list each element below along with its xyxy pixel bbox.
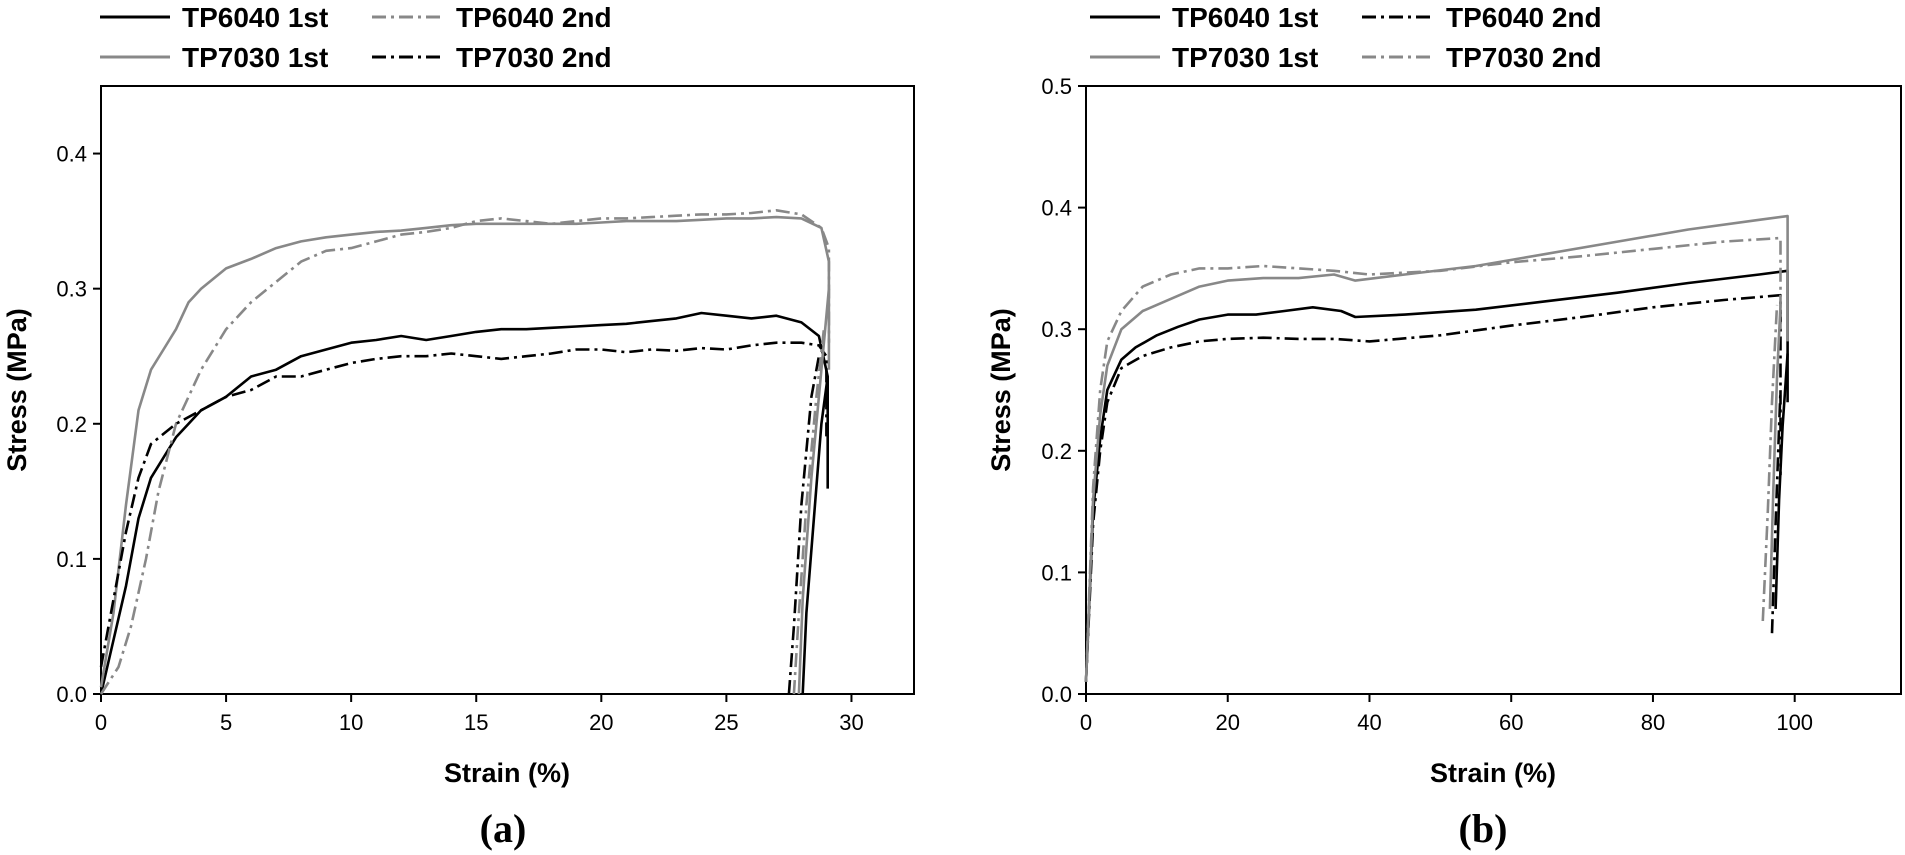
y-tick-label-a-2: 0.2 (56, 412, 87, 437)
legend-a: TP6040 1st TP6040 2nd TP7030 1st TP7030 … (100, 2, 612, 73)
series-group-b (1084, 214, 1789, 682)
x-axis-title-a: Strain (%) (444, 758, 570, 788)
x-tick-label-b-4: 80 (1641, 710, 1665, 735)
chart-a: TP6040 1st TP6040 2nd TP7030 1st TP7030 … (2, 2, 915, 851)
legend-b-label-tp6040-1st: TP6040 1st (1172, 2, 1318, 33)
y-tick-label-b-4: 0.4 (1041, 196, 1072, 221)
panel-label-a: (a) (480, 806, 527, 851)
x-tick-label-a-4: 20 (589, 710, 613, 735)
y-tick-label-b-3: 0.3 (1041, 317, 1072, 342)
x-tick-label-a-6: 30 (839, 710, 863, 735)
x-tick-label-a-1: 5 (220, 710, 232, 735)
x-tick-label-b-1: 20 (1215, 710, 1239, 735)
series-group-a (99, 209, 831, 695)
series-line-a-tp7030-1st (99, 215, 831, 688)
y-tick-label-a-4: 0.4 (56, 142, 87, 167)
y-tick-label-a-0: 0.0 (56, 682, 87, 707)
legend-a-label-tp7030-1st: TP7030 1st (182, 42, 328, 73)
legend-a-label-tp6040-2nd: TP6040 2nd (456, 2, 612, 33)
series-line-b-tp7030-1st (1084, 214, 1789, 682)
legend-b: TP6040 1st TP6040 2nd TP7030 1st TP7030 … (1090, 2, 1602, 73)
recovery-line-a-1 (787, 355, 821, 695)
plot-area-b (1085, 85, 1902, 695)
x-tick-label-b-3: 60 (1499, 710, 1523, 735)
legend-b-label-tp7030-1st: TP7030 1st (1172, 42, 1318, 73)
recovery-line-b-3 (1768, 304, 1782, 609)
x-tick-label-a-2: 10 (339, 710, 363, 735)
y-axis-title-a: Stress (MPa) (2, 308, 32, 472)
x-tick-label-b-5: 100 (1776, 710, 1813, 735)
plot-area-a (100, 85, 915, 695)
legend-b-label-tp6040-2nd: TP6040 2nd (1446, 2, 1602, 33)
y-axis-a: 0.0 0.1 0.2 0.3 0.4 (56, 142, 101, 707)
y-tick-label-a-3: 0.3 (56, 277, 87, 302)
series-line-a-tp6040-1st (99, 311, 830, 695)
legend-b-label-tp7030-2nd: TP7030 2nd (1446, 42, 1602, 73)
x-tick-label-a-3: 15 (464, 710, 488, 735)
y-tick-label-a-1: 0.1 (56, 547, 87, 572)
legend-a-label-tp7030-2nd: TP7030 2nd (456, 42, 612, 73)
x-tick-label-a-0: 0 (95, 710, 107, 735)
recovery-line-a-0 (801, 376, 829, 695)
x-axis-b: 0 20 40 60 80 100 (1080, 694, 1813, 735)
recovery-line-a-2 (792, 329, 826, 695)
recovery-line-a-3 (797, 288, 831, 695)
panel-label-b: (b) (1459, 806, 1508, 851)
x-axis-title-b: Strain (%) (1430, 758, 1556, 788)
series-line-b-tp6040-1st (1084, 269, 1789, 682)
legend-a-label-tp6040-1st: TP6040 1st (182, 2, 328, 33)
y-tick-label-b-5: 0.5 (1041, 74, 1072, 99)
x-axis-a: 0 5 10 15 20 25 30 (95, 694, 864, 735)
y-axis-b: 0.0 0.1 0.2 0.3 0.4 0.5 (1041, 74, 1086, 707)
recovery-line-b-2 (1761, 304, 1779, 622)
x-tick-label-a-5: 25 (714, 710, 738, 735)
series-line-b-tp7030-2nd (1084, 236, 1782, 682)
recovery-line-b-1 (1770, 389, 1782, 634)
x-tick-label-b-0: 0 (1080, 710, 1092, 735)
series-line-a-tp7030-2nd (99, 341, 828, 668)
y-axis-title-b: Stress (MPa) (986, 308, 1016, 472)
y-tick-label-b-2: 0.2 (1041, 439, 1072, 464)
series-line-b-tp6040-2nd (1084, 293, 1782, 682)
chart-b: TP6040 1st TP6040 2nd TP7030 1st TP7030 … (986, 2, 1902, 851)
y-tick-label-b-0: 0.0 (1041, 682, 1072, 707)
y-tick-label-b-1: 0.1 (1041, 560, 1072, 585)
recovery-line-b-0 (1774, 353, 1789, 609)
x-tick-label-b-2: 40 (1357, 710, 1381, 735)
